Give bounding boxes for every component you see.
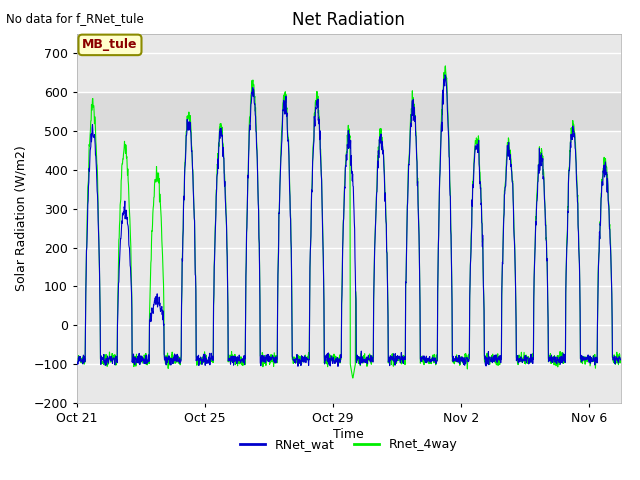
Text: No data for f_RNet_tule: No data for f_RNet_tule xyxy=(6,12,144,25)
Y-axis label: Solar Radiation (W/m2): Solar Radiation (W/m2) xyxy=(15,145,28,291)
X-axis label: Time: Time xyxy=(333,428,364,441)
Bar xyxy=(77,92,621,131)
Text: MB_tule: MB_tule xyxy=(82,38,138,51)
Legend: RNet_wat, Rnet_4way: RNet_wat, Rnet_4way xyxy=(235,433,463,456)
Title: Net Radiation: Net Radiation xyxy=(292,11,405,29)
